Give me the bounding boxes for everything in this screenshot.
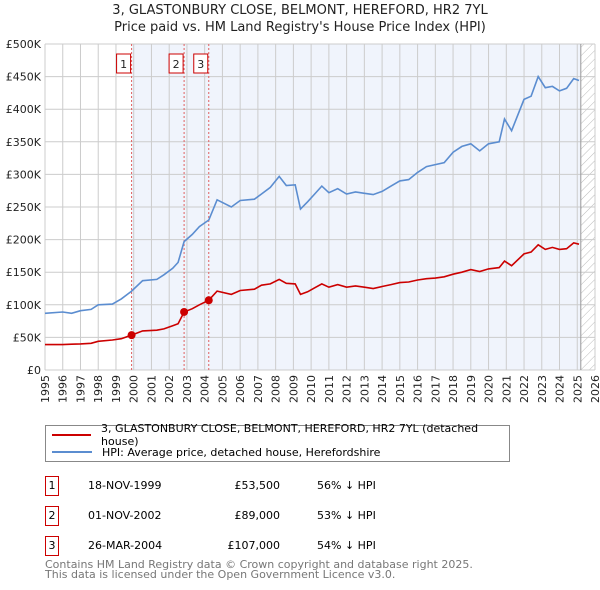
- transaction-number: 2: [45, 506, 59, 526]
- x-tick-label: 2008: [270, 375, 283, 403]
- x-tick-label: 2006: [234, 375, 247, 403]
- x-tick-label: 2011: [323, 375, 336, 403]
- footer: Contains HM Land Registry data © Crown c…: [45, 558, 473, 581]
- marker-label: 3: [197, 58, 204, 71]
- x-tick-label: 2020: [483, 375, 496, 403]
- x-tick-label: 1998: [92, 375, 105, 403]
- legend-label: HPI: Average price, detached house, Here…: [102, 445, 381, 459]
- x-tick-label: 2004: [199, 375, 212, 403]
- x-tick-label: 2022: [518, 375, 531, 403]
- x-tick-label: 2023: [536, 375, 549, 403]
- x-tick-label: 2014: [376, 375, 389, 403]
- x-tick-label: 2000: [128, 375, 141, 403]
- marker-box: [116, 53, 132, 74]
- y-tick-label: £250K: [6, 201, 42, 214]
- y-tick-label: £300K: [6, 168, 42, 181]
- x-tick-label: 2015: [394, 375, 407, 403]
- x-tick-label: 1997: [74, 375, 87, 403]
- hpi-line: [44, 74, 580, 315]
- transaction-date: 18-NOV-1999: [88, 479, 162, 492]
- y-tick-label: £150K: [6, 266, 42, 279]
- marker-label: 2: [173, 58, 180, 71]
- legend-swatch-blue: [52, 451, 92, 453]
- x-tick-label: 2009: [287, 375, 300, 403]
- marker-label: 1: [120, 58, 127, 71]
- transaction-date: 26-MAR-2004: [88, 539, 163, 552]
- y-tick-label: £500K: [6, 38, 42, 51]
- x-tick-label: 2017: [429, 375, 442, 403]
- x-tick-label: 2002: [163, 375, 176, 403]
- x-tick-label: 2016: [412, 375, 425, 403]
- transaction-price: £53,500: [234, 479, 281, 492]
- property-price-line: [45, 242, 580, 346]
- price-chart: 1995 1996 1997 1998 1999 2000 2001 2002 2003 2004…: [6, 38, 600, 403]
- y-tick-label: £450K: [6, 71, 42, 84]
- marker-box: [168, 53, 184, 74]
- y-tick-label: £350K: [6, 136, 42, 149]
- x-tick-label: 2010: [305, 375, 318, 403]
- y-tick-label: £50K: [13, 331, 42, 344]
- marker-box: [193, 53, 209, 74]
- x-tick-label: 2007: [252, 375, 265, 403]
- table-row: 1 18-NOV-1999 £53,500 56% ↓ HPI: [45, 476, 545, 496]
- x-tick-label: 2003: [181, 375, 194, 403]
- x-tick-label: 1999: [110, 375, 123, 403]
- x-tick-label: 1995: [39, 375, 52, 403]
- sale-point: [204, 296, 213, 305]
- legend-item-property: 3, GLASTONBURY CLOSE, BELMONT, HEREFORD,…: [46, 422, 509, 448]
- y-tick-label: £200K: [6, 234, 42, 247]
- x-tick-label: 2013: [358, 375, 371, 403]
- y-tick-label: £400K: [6, 103, 42, 116]
- table-row: 2 01-NOV-2002 £89,000 53% ↓ HPI: [45, 506, 545, 526]
- legend-swatch-red: [52, 434, 92, 436]
- transaction-hpi: 53% ↓ HPI: [317, 509, 376, 522]
- x-tick-label: 2021: [500, 375, 513, 403]
- x-tick-label: 2019: [465, 375, 478, 403]
- legend-item-hpi: HPI: Average price, detached house, Here…: [46, 444, 380, 460]
- table-row: 3 26-MAR-2004 £107,000 54% ↓ HPI: [45, 536, 545, 556]
- sale-point: [180, 307, 189, 316]
- transaction-hpi: 56% ↓ HPI: [317, 479, 376, 492]
- x-tick-label: 2018: [447, 375, 460, 403]
- transaction-price: £107,000: [227, 539, 281, 552]
- x-tick-label: 2025: [571, 375, 584, 403]
- x-tick-label: 2012: [341, 375, 354, 403]
- transaction-number: 1: [45, 476, 59, 496]
- x-tick-label: 1996: [57, 375, 70, 403]
- x-tick-label: 2005: [216, 375, 229, 403]
- legend-label: 3, GLASTONBURY CLOSE, BELMONT, HEREFORD,…: [101, 422, 479, 448]
- footer-copyright: Contains HM Land Registry data © Crown c…: [45, 558, 473, 571]
- x-tick-label: 2001: [145, 375, 158, 403]
- y-tick-label: £0: [27, 364, 41, 377]
- chart-subtitle: Price paid vs. HM Land Registry's House …: [114, 20, 486, 35]
- transaction-price: £89,000: [234, 509, 281, 522]
- chart-title: 3, GLASTONBURY CLOSE, BELMONT, HEREFORD,…: [112, 3, 488, 18]
- x-tick-label: 2026: [589, 375, 600, 403]
- x-tick-label: 2024: [554, 375, 567, 403]
- y-tick-label: £100K: [6, 299, 42, 312]
- footer-licence: This data is licensed under the Open Gov…: [45, 568, 396, 581]
- transaction-hpi: 54% ↓ HPI: [317, 539, 376, 552]
- legend: 3, GLASTONBURY CLOSE, BELMONT, HEREFORD,…: [45, 422, 510, 462]
- sale-point: [127, 331, 136, 340]
- transaction-number: 3: [45, 536, 59, 556]
- transaction-date: 01-NOV-2002: [88, 509, 162, 522]
